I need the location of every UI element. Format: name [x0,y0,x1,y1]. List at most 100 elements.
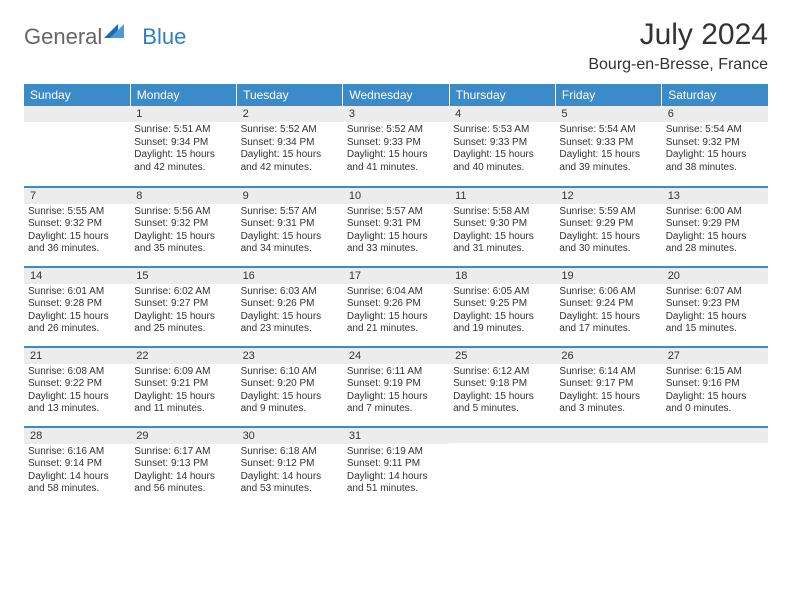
daylight-text: Daylight: 15 hours and 7 minutes. [347,391,445,416]
day-body: Sunrise: 6:07 AMSunset: 9:23 PMDaylight:… [662,284,768,340]
day-number: 10 [343,187,449,204]
day-number: 1 [130,106,236,122]
day-number: 16 [237,267,343,284]
sunset-text: Sunset: 9:26 PM [347,298,445,311]
daylight-text: Daylight: 15 hours and 41 minutes. [347,149,445,174]
calendar-cell: 9Sunrise: 5:57 AMSunset: 9:31 PMDaylight… [237,186,343,266]
day-number: 19 [555,267,661,284]
calendar-row: 14Sunrise: 6:01 AMSunset: 9:28 PMDayligh… [24,266,768,346]
sunrise-text: Sunrise: 5:55 AM [28,206,126,219]
daylight-text: Daylight: 15 hours and 30 minutes. [559,231,657,256]
calendar-cell: 11Sunrise: 5:58 AMSunset: 9:30 PMDayligh… [449,186,555,266]
calendar-cell: 26Sunrise: 6:14 AMSunset: 9:17 PMDayligh… [555,346,661,426]
day-number: 11 [449,187,555,204]
day-body: Sunrise: 5:55 AMSunset: 9:32 PMDaylight:… [24,204,130,260]
day-body: Sunrise: 6:05 AMSunset: 9:25 PMDaylight:… [449,284,555,340]
day-body: Sunrise: 5:57 AMSunset: 9:31 PMDaylight:… [343,204,449,260]
sunrise-text: Sunrise: 5:53 AM [453,124,551,137]
daylight-text: Daylight: 15 hours and 0 minutes. [666,391,764,416]
flag-icon [104,22,124,48]
day-body: Sunrise: 6:08 AMSunset: 9:22 PMDaylight:… [24,364,130,420]
calendar-cell: 15Sunrise: 6:02 AMSunset: 9:27 PMDayligh… [130,266,236,346]
calendar-cell: 7Sunrise: 5:55 AMSunset: 9:32 PMDaylight… [24,186,130,266]
daylight-text: Daylight: 15 hours and 42 minutes. [241,149,339,174]
sunrise-text: Sunrise: 6:01 AM [28,286,126,299]
sunrise-text: Sunrise: 5:57 AM [241,206,339,219]
day-number: 8 [130,187,236,204]
brand-part1: General [24,24,102,50]
calendar-cell [662,426,768,506]
daylight-text: Daylight: 15 hours and 28 minutes. [666,231,764,256]
daylight-text: Daylight: 15 hours and 42 minutes. [134,149,232,174]
calendar-cell [449,426,555,506]
sunset-text: Sunset: 9:33 PM [453,137,551,150]
weekday-header: Sunday [24,84,130,106]
sunrise-text: Sunrise: 5:54 AM [666,124,764,137]
sunset-text: Sunset: 9:19 PM [347,378,445,391]
day-number: 27 [662,347,768,364]
day-body: Sunrise: 6:18 AMSunset: 9:12 PMDaylight:… [237,444,343,500]
sunset-text: Sunset: 9:31 PM [347,218,445,231]
calendar-row: 28Sunrise: 6:16 AMSunset: 9:14 PMDayligh… [24,426,768,506]
sunset-text: Sunset: 9:17 PM [559,378,657,391]
sunset-text: Sunset: 9:12 PM [241,458,339,471]
sunrise-text: Sunrise: 5:57 AM [347,206,445,219]
weekday-header-row: Sunday Monday Tuesday Wednesday Thursday… [24,84,768,106]
day-body: Sunrise: 5:52 AMSunset: 9:33 PMDaylight:… [343,122,449,178]
calendar-cell: 12Sunrise: 5:59 AMSunset: 9:29 PMDayligh… [555,186,661,266]
daylight-text: Daylight: 15 hours and 23 minutes. [241,311,339,336]
sunrise-text: Sunrise: 6:18 AM [241,446,339,459]
calendar-cell: 18Sunrise: 6:05 AMSunset: 9:25 PMDayligh… [449,266,555,346]
day-number: 25 [449,347,555,364]
day-number: 31 [343,427,449,444]
day-body: Sunrise: 5:51 AMSunset: 9:34 PMDaylight:… [130,122,236,178]
daylight-text: Daylight: 15 hours and 38 minutes. [666,149,764,174]
calendar-row: 1Sunrise: 5:51 AMSunset: 9:34 PMDaylight… [24,106,768,186]
day-body: Sunrise: 6:12 AMSunset: 9:18 PMDaylight:… [449,364,555,420]
day-body: Sunrise: 5:52 AMSunset: 9:34 PMDaylight:… [237,122,343,178]
sunrise-text: Sunrise: 6:17 AM [134,446,232,459]
calendar-cell [24,106,130,186]
sunrise-text: Sunrise: 5:56 AM [134,206,232,219]
day-number: 9 [237,187,343,204]
day-body: Sunrise: 5:56 AMSunset: 9:32 PMDaylight:… [130,204,236,260]
daylight-text: Daylight: 15 hours and 36 minutes. [28,231,126,256]
calendar-cell: 20Sunrise: 6:07 AMSunset: 9:23 PMDayligh… [662,266,768,346]
sunrise-text: Sunrise: 6:05 AM [453,286,551,299]
day-body: Sunrise: 6:01 AMSunset: 9:28 PMDaylight:… [24,284,130,340]
day-body: Sunrise: 6:16 AMSunset: 9:14 PMDaylight:… [24,444,130,500]
daylight-text: Daylight: 15 hours and 17 minutes. [559,311,657,336]
weekday-header: Monday [130,84,236,106]
day-number: 29 [130,427,236,444]
daylight-text: Daylight: 15 hours and 9 minutes. [241,391,339,416]
day-body: Sunrise: 6:09 AMSunset: 9:21 PMDaylight:… [130,364,236,420]
day-body: Sunrise: 6:10 AMSunset: 9:20 PMDaylight:… [237,364,343,420]
weekday-header: Friday [555,84,661,106]
daylight-text: Daylight: 14 hours and 53 minutes. [241,471,339,496]
day-body: Sunrise: 6:17 AMSunset: 9:13 PMDaylight:… [130,444,236,500]
weekday-header: Wednesday [343,84,449,106]
calendar-cell: 5Sunrise: 5:54 AMSunset: 9:33 PMDaylight… [555,106,661,186]
calendar-cell: 30Sunrise: 6:18 AMSunset: 9:12 PMDayligh… [237,426,343,506]
day-body: Sunrise: 5:58 AMSunset: 9:30 PMDaylight:… [449,204,555,260]
day-number: 24 [343,347,449,364]
day-number: 23 [237,347,343,364]
calendar-cell: 3Sunrise: 5:52 AMSunset: 9:33 PMDaylight… [343,106,449,186]
sunset-text: Sunset: 9:33 PM [347,137,445,150]
day-body: Sunrise: 5:54 AMSunset: 9:32 PMDaylight:… [662,122,768,178]
calendar-cell: 10Sunrise: 5:57 AMSunset: 9:31 PMDayligh… [343,186,449,266]
day-number [24,106,130,122]
day-number: 3 [343,106,449,122]
calendar-cell: 17Sunrise: 6:04 AMSunset: 9:26 PMDayligh… [343,266,449,346]
day-body: Sunrise: 6:04 AMSunset: 9:26 PMDaylight:… [343,284,449,340]
sunset-text: Sunset: 9:33 PM [559,137,657,150]
sunset-text: Sunset: 9:24 PM [559,298,657,311]
sunrise-text: Sunrise: 6:16 AM [28,446,126,459]
daylight-text: Daylight: 15 hours and 11 minutes. [134,391,232,416]
day-number: 17 [343,267,449,284]
calendar-cell: 29Sunrise: 6:17 AMSunset: 9:13 PMDayligh… [130,426,236,506]
brand-logo: General Blue [24,24,186,50]
day-body: Sunrise: 6:02 AMSunset: 9:27 PMDaylight:… [130,284,236,340]
sunrise-text: Sunrise: 5:52 AM [241,124,339,137]
day-number [449,427,555,443]
